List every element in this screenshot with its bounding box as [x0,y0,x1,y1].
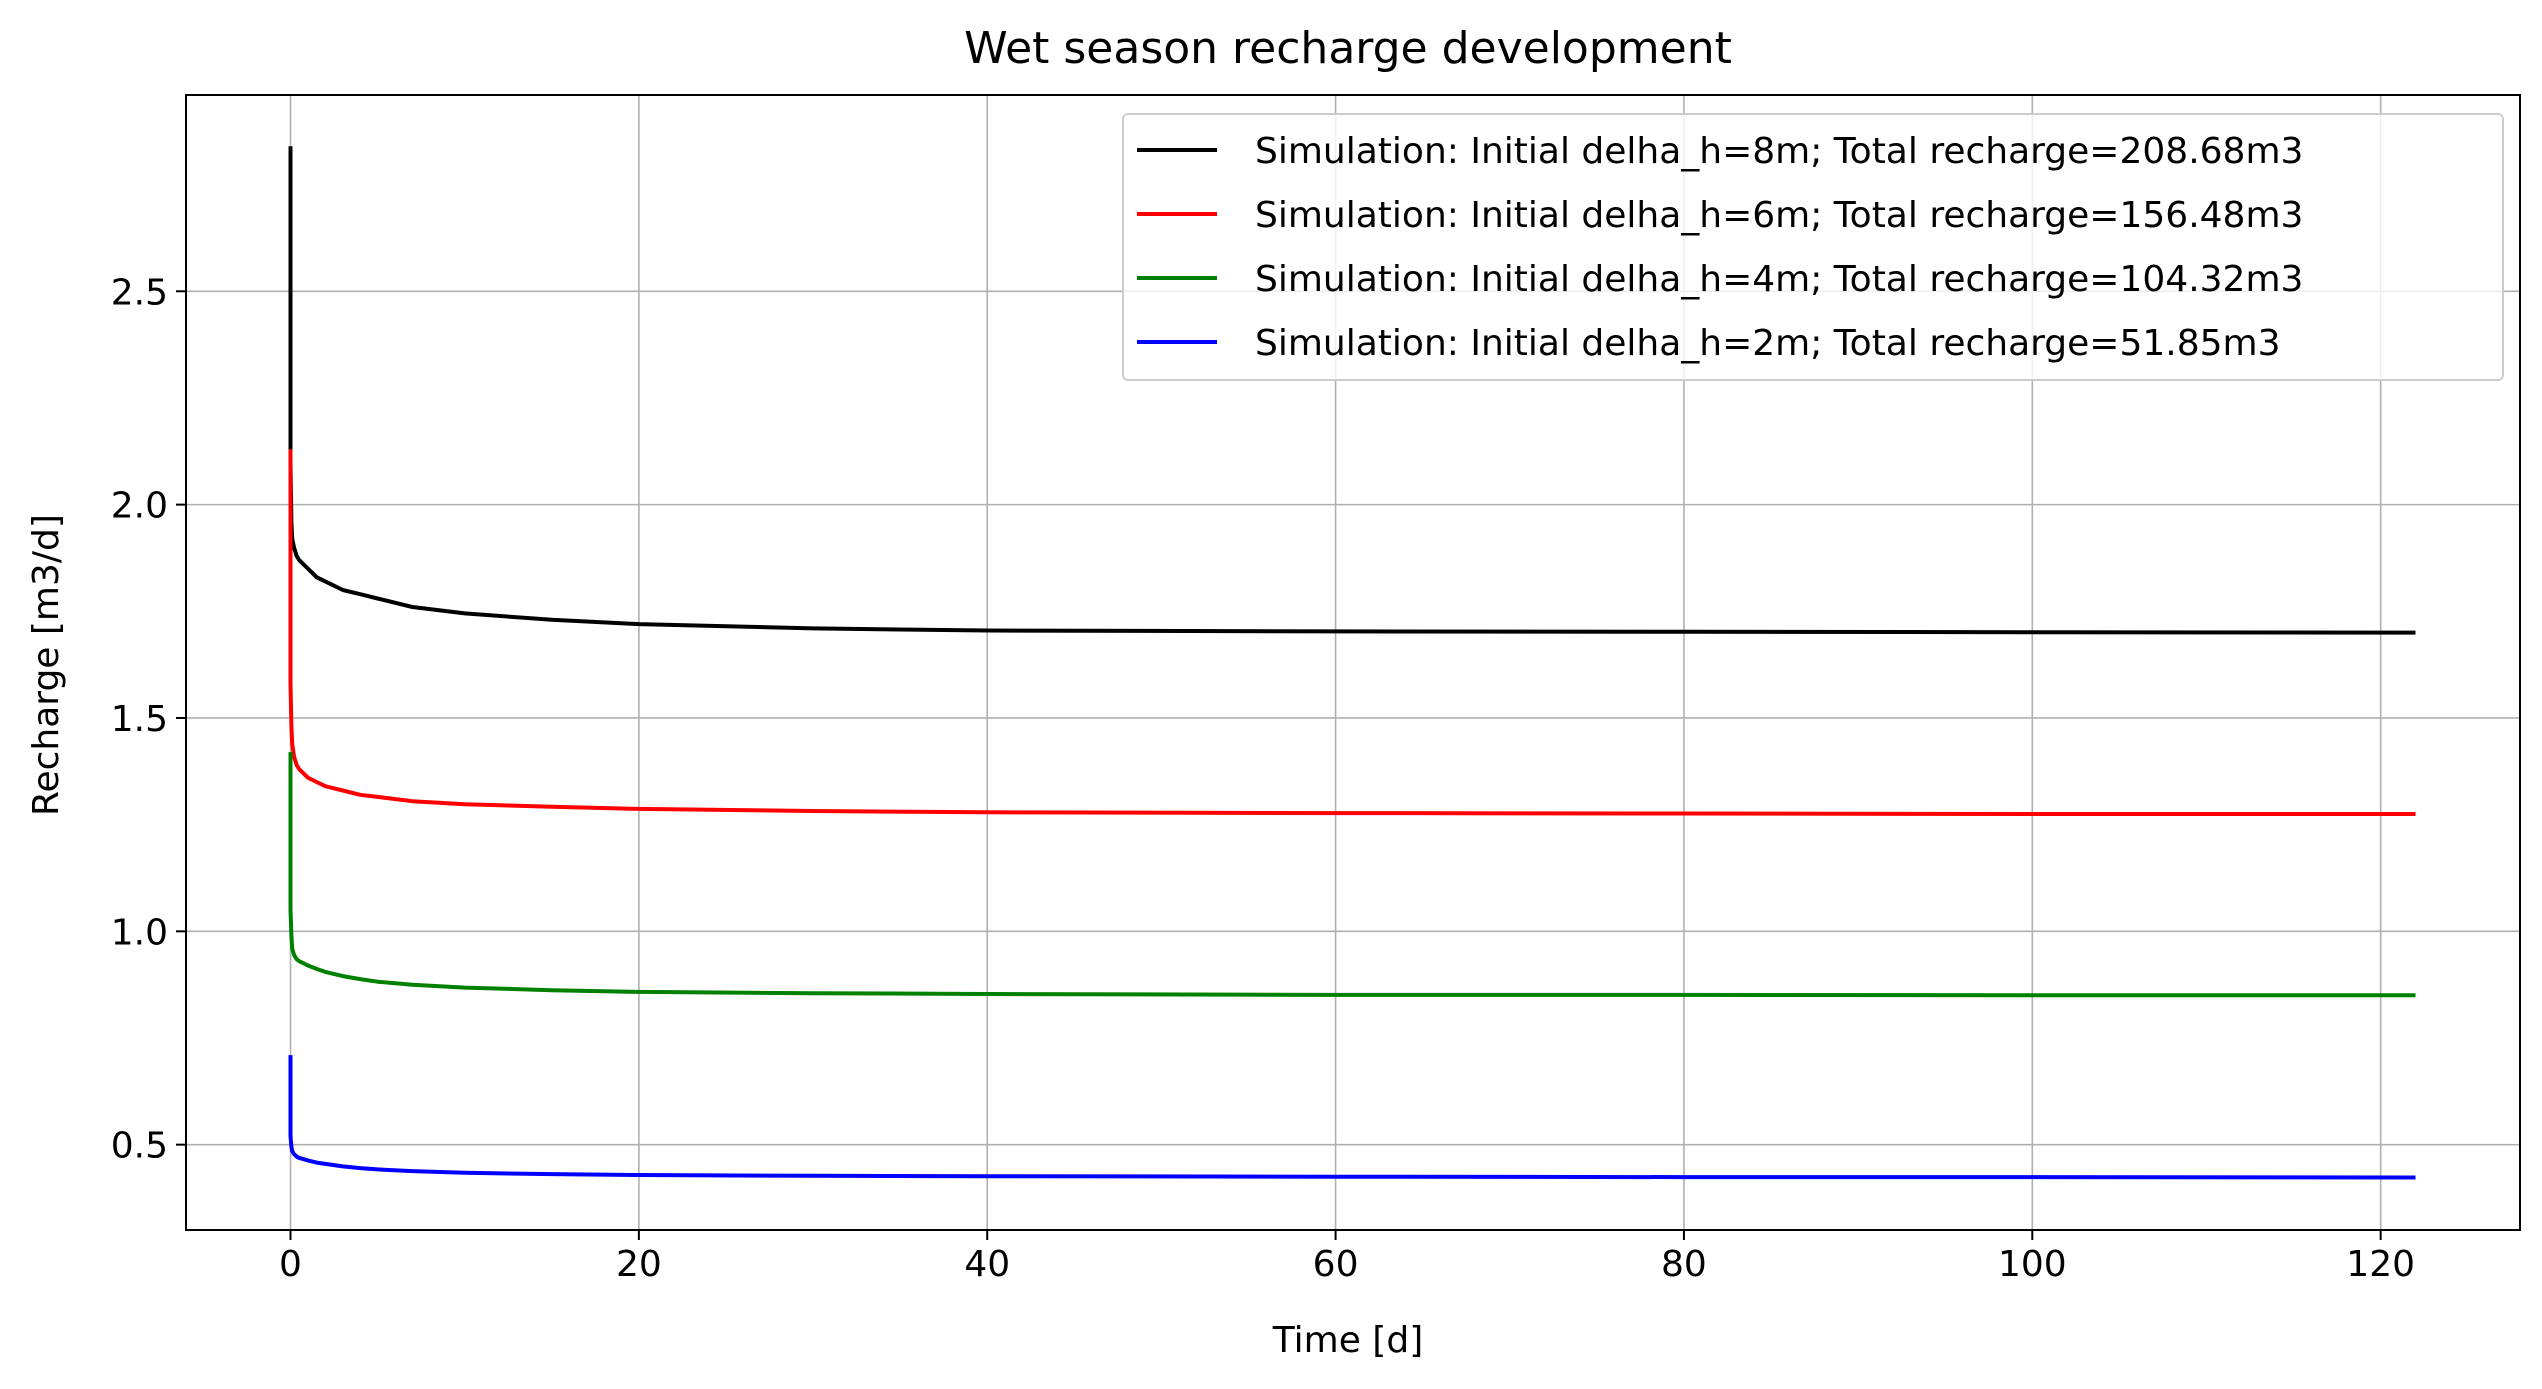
grid-lines [186,95,2520,1230]
legend-label: Simulation: Initial delha_h=8m; Total re… [1255,131,2303,172]
legend-label: Simulation: Initial delha_h=4m; Total re… [1255,259,2303,300]
x-axis: 0 20 40 60 80 100 120 [279,1230,2415,1285]
series-lines [288,146,2416,1180]
x-tick-label: 0 [279,1244,302,1285]
legend: Simulation: Initial delha_h=8m; Total re… [1122,113,2504,381]
y-tick-label: 0.5 [111,1126,168,1167]
series-line-3 [288,752,2416,998]
y-tick-label: 1.0 [111,912,168,953]
x-tick-label: 40 [964,1244,1010,1285]
y-tick-label: 2.5 [111,272,168,313]
x-tick-label: 20 [616,1244,662,1285]
y-tick-label: 1.5 [111,699,168,740]
legend-items: Simulation: Initial delha_h=8m; Total re… [1137,131,2303,364]
y-axis: 0.5 1.0 1.5 2.0 2.5 [111,272,186,1167]
x-axis-label: Time [d] [1272,1320,1424,1361]
legend-label: Simulation: Initial delha_h=2m; Total re… [1255,323,2281,364]
series-line-2 [288,449,2416,816]
x-tick-label: 120 [2346,1244,2415,1285]
plot-frame [185,94,2521,1231]
legend-label: Simulation: Initial delha_h=6m; Total re… [1255,195,2303,236]
legend-box [1122,113,2504,381]
y-tick-label: 2.0 [111,486,168,527]
y-axis-label: Recharge [m3/d] [26,514,67,816]
x-tick-label: 80 [1661,1244,1707,1285]
series-line-1 [288,146,2416,635]
x-tick-label: 100 [1998,1244,2067,1285]
x-tick-label: 60 [1313,1244,1359,1285]
chart-title: Wet season recharge development [964,23,1732,74]
series-line-4 [288,1055,2416,1180]
